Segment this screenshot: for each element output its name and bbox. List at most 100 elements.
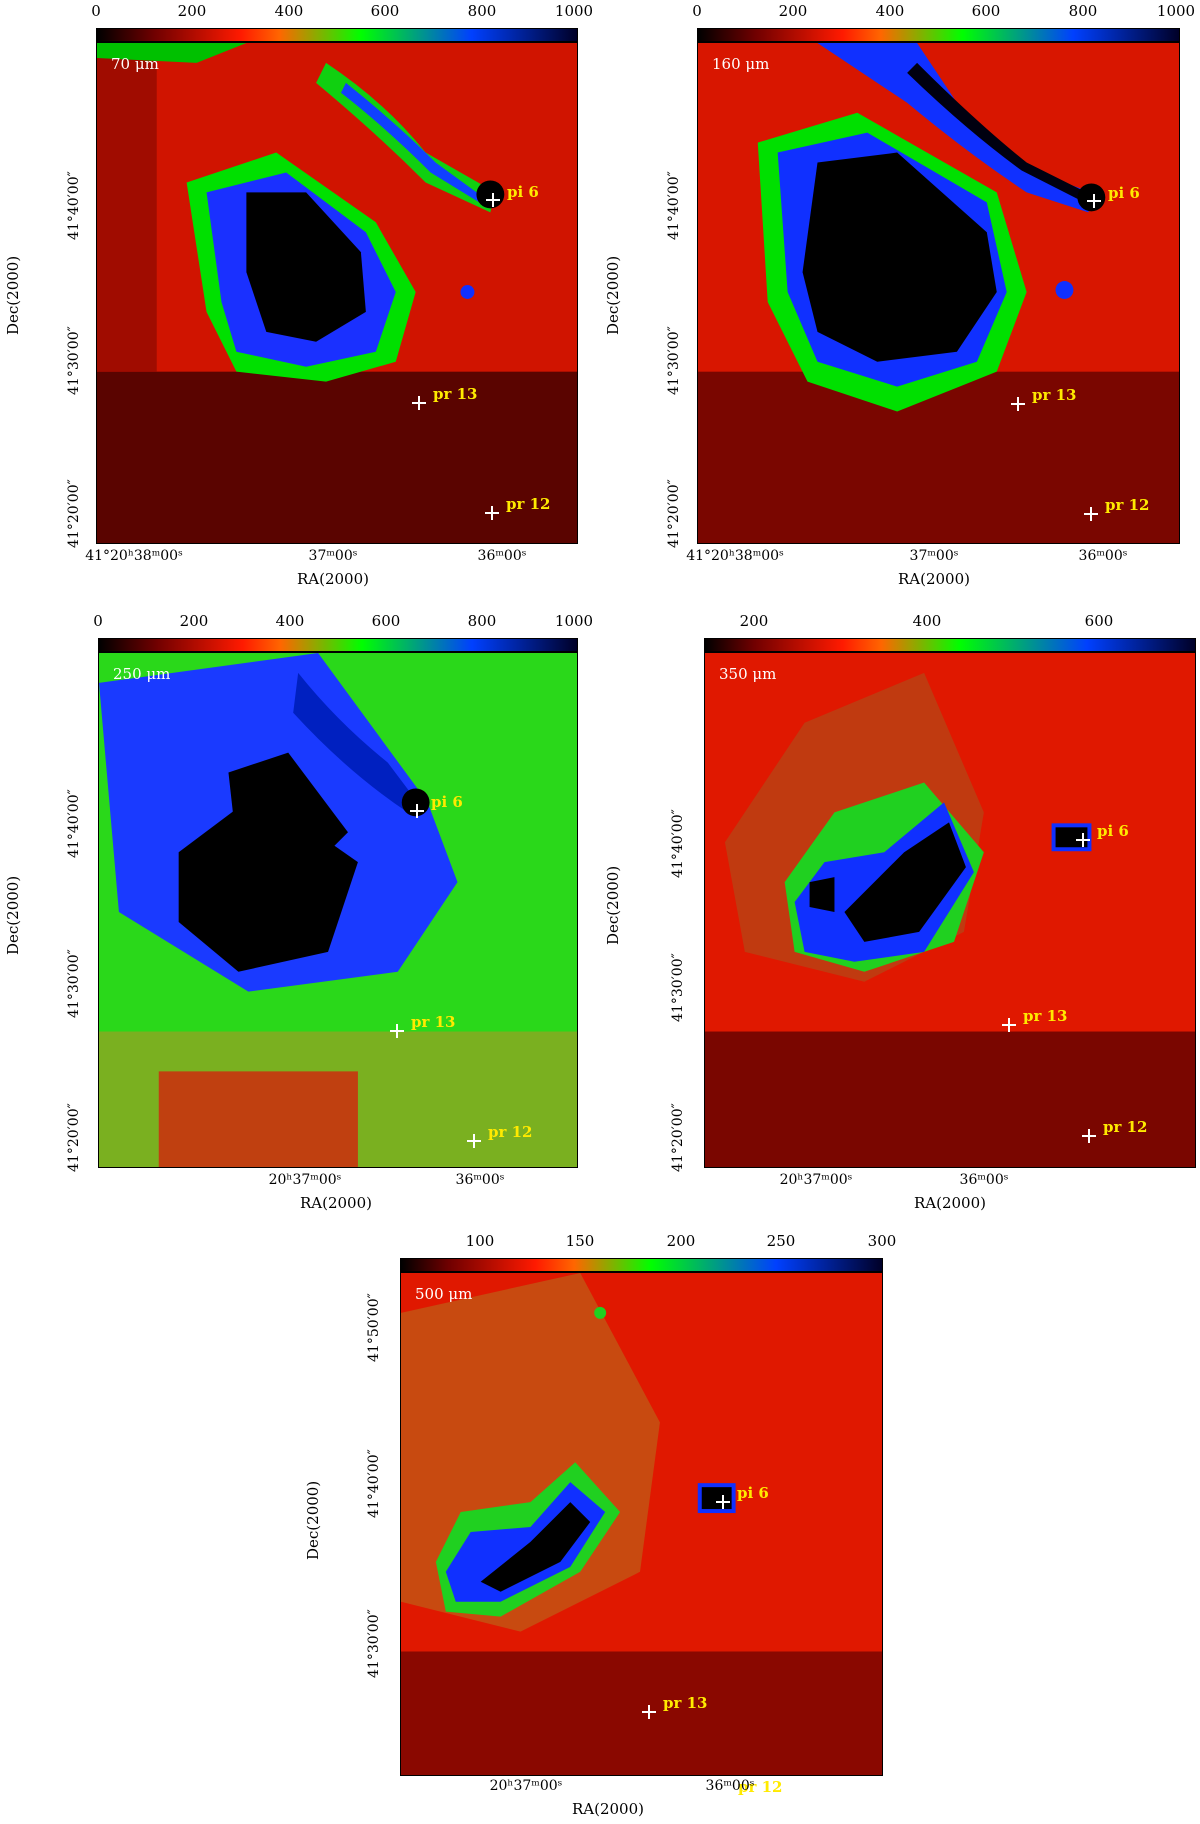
colorbar <box>98 638 578 652</box>
panel-70um: 0 200 400 600 800 1000 70 μm pi 6 pr 13 … <box>0 0 600 600</box>
intensity-map <box>705 653 1195 1167</box>
marker-pi6 <box>1076 833 1090 847</box>
colorbar-tick: 150 <box>565 1232 595 1250</box>
marker-label-pr13: pr 13 <box>411 1013 456 1031</box>
x-tick: 41°20ʰ38ᵐ00ˢ <box>686 548 784 564</box>
y-tick: 41°30′00″ <box>670 953 686 1022</box>
marker-pr13 <box>412 396 426 410</box>
marker-label-pr12: pr 12 <box>1105 496 1150 514</box>
marker-pr12 <box>467 1134 481 1148</box>
x-tick: 36ᵐ00ˢ <box>1078 548 1128 564</box>
panel-500um: 100 150 200 250 300 500 μm pi 6 pr 13 pr… <box>250 1230 950 1824</box>
y-axis-label: Dec(2000) <box>304 1480 322 1560</box>
colorbar-tick: 600 <box>1084 612 1114 630</box>
y-tick: 41°30′00″ <box>366 1609 382 1678</box>
marker-label-pr12: pr 12 <box>488 1123 533 1141</box>
marker-pr13 <box>642 1705 656 1719</box>
y-tick: 41°40′00″ <box>366 1449 382 1518</box>
colorbar-tick: 1000 <box>554 612 594 630</box>
x-tick: 37ᵐ00ˢ <box>909 548 959 564</box>
x-axis-label: RA(2000) <box>897 570 971 588</box>
marker-pr12 <box>1082 1129 1096 1143</box>
marker-label-pi6: pi 6 <box>507 183 539 201</box>
image-350um: 350 μm pi 6 pr 13 pr 12 <box>704 652 1196 1168</box>
colorbar-tick: 600 <box>370 2 400 20</box>
y-axis-label: Dec(2000) <box>4 875 22 955</box>
marker-pr13 <box>1002 1018 1016 1032</box>
panel-250um: 0 200 400 600 800 1000 250 μm pi 6 pr 13… <box>0 610 600 1220</box>
x-tick: 37ᵐ00ˢ <box>308 548 358 564</box>
panel-160um: 0 200 400 600 800 1000 160 μm pi 6 pr 13… <box>600 0 1200 600</box>
y-tick: 41°20′00″ <box>66 479 82 548</box>
y-tick: 41°50′00″ <box>366 1293 382 1362</box>
x-tick: 20ʰ37ᵐ00ˢ <box>489 1778 563 1794</box>
wavelength-label: 250 μm <box>113 665 171 683</box>
marker-label-pr13: pr 13 <box>433 385 478 403</box>
marker-pr13 <box>390 1024 404 1038</box>
marker-pr12 <box>1084 507 1098 521</box>
colorbar-tick: 0 <box>93 612 103 630</box>
wavelength-label: 350 μm <box>719 665 777 683</box>
y-tick: 41°30′00″ <box>66 326 82 395</box>
colorbar-tick: 800 <box>467 2 497 20</box>
x-axis-label: RA(2000) <box>913 1194 987 1212</box>
x-tick: 36ᵐ00ˢ <box>705 1778 755 1794</box>
colorbar-tick: 400 <box>274 2 304 20</box>
marker-pr12 <box>485 506 499 520</box>
y-tick: 41°40′00″ <box>666 171 682 240</box>
x-axis-label: RA(2000) <box>299 1194 373 1212</box>
y-axis-label: Dec(2000) <box>4 255 22 335</box>
colorbar <box>400 1258 883 1272</box>
y-tick: 41°40′00″ <box>66 789 82 858</box>
colorbar <box>697 28 1180 42</box>
x-tick: 20ʰ37ᵐ00ˢ <box>268 1172 342 1188</box>
colorbar-tick: 1000 <box>1156 2 1196 20</box>
wavelength-label: 500 μm <box>415 1285 473 1303</box>
image-250um: 250 μm pi 6 pr 13 pr 12 <box>98 652 578 1168</box>
marker-pi6 <box>716 1495 730 1509</box>
marker-label-pr12: pr 12 <box>738 1778 783 1796</box>
panel-350um: 200 400 600 350 μm pi 6 pr 13 pr 12 Dec(… <box>600 610 1200 1220</box>
colorbar-tick: 300 <box>867 1232 897 1250</box>
wavelength-label: 70 μm <box>111 55 159 73</box>
marker-label-pi6: pi 6 <box>1097 822 1129 840</box>
marker-label-pr13: pr 13 <box>1032 386 1077 404</box>
y-tick: 41°20′00″ <box>666 479 682 548</box>
y-tick: 41°40′00″ <box>66 171 82 240</box>
colorbar-tick: 600 <box>371 612 401 630</box>
marker-pr13 <box>1011 397 1025 411</box>
colorbar-tick: 800 <box>1068 2 1098 20</box>
marker-pi6 <box>410 804 424 818</box>
colorbar-tick: 200 <box>739 612 769 630</box>
colorbar-tick: 1000 <box>554 2 594 20</box>
intensity-map <box>698 43 1179 543</box>
colorbar-tick: 0 <box>692 2 702 20</box>
colorbar-tick: 200 <box>177 2 207 20</box>
colorbar-tick: 400 <box>875 2 905 20</box>
x-tick: 36ᵐ00ˢ <box>477 548 527 564</box>
image-160um: 160 μm pi 6 pr 13 pr 12 <box>697 42 1180 544</box>
colorbar-tick: 0 <box>91 2 101 20</box>
marker-label-pr12: pr 12 <box>1103 1118 1148 1136</box>
colorbar-tick: 800 <box>467 612 497 630</box>
x-axis-label: RA(2000) <box>571 1800 645 1818</box>
marker-label-pi6: pi 6 <box>737 1484 769 1502</box>
intensity-map <box>99 653 577 1167</box>
colorbar <box>96 28 578 42</box>
x-axis-label: RA(2000) <box>296 570 370 588</box>
colorbar-tick: 100 <box>465 1232 495 1250</box>
colorbar-tick: 400 <box>275 612 305 630</box>
marker-label-pr12: pr 12 <box>506 495 551 513</box>
wavelength-label: 160 μm <box>712 55 770 73</box>
y-axis-label: Dec(2000) <box>604 865 622 945</box>
colorbar <box>704 638 1196 652</box>
image-500um: 500 μm pi 6 pr 13 <box>400 1272 883 1776</box>
y-tick: 41°30′00″ <box>666 326 682 395</box>
y-tick: 41°40′00″ <box>670 809 686 878</box>
x-tick: 36ᵐ00ˢ <box>455 1172 505 1188</box>
marker-label-pi6: pi 6 <box>431 793 463 811</box>
x-tick: 41°20ʰ38ᵐ00ˢ <box>85 548 183 564</box>
y-tick: 41°20′00″ <box>66 1103 82 1172</box>
y-tick: 41°30′00″ <box>66 949 82 1018</box>
marker-pi6 <box>1087 194 1101 208</box>
